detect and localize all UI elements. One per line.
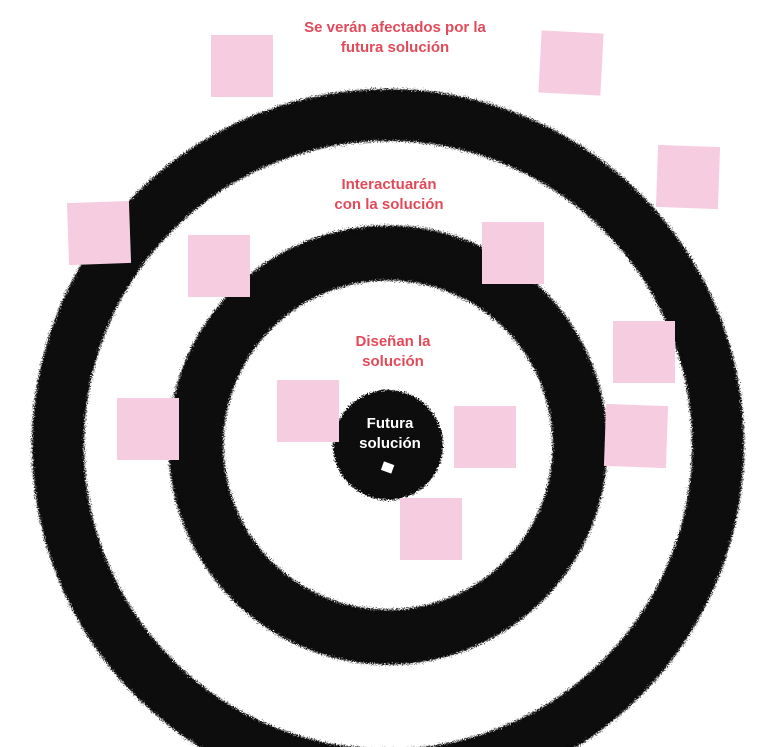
sticky-note[interactable] xyxy=(67,201,131,265)
label-inner-ring: Diseñan la solución xyxy=(313,332,473,373)
sticky-note[interactable] xyxy=(538,30,603,95)
label-middle-ring: Interactuarán con la solución xyxy=(289,175,489,216)
sticky-note[interactable] xyxy=(400,498,462,560)
sticky-note[interactable] xyxy=(117,398,179,460)
sticky-note[interactable] xyxy=(454,406,516,468)
sticky-note[interactable] xyxy=(656,145,720,209)
sticky-note[interactable] xyxy=(613,321,675,383)
label-outer-ring: Se verán afectados por la futura solució… xyxy=(265,18,525,59)
label-center-core: Futura solución xyxy=(330,414,450,455)
sticky-note[interactable] xyxy=(211,35,273,97)
sticky-note[interactable] xyxy=(604,404,668,468)
stakeholder-map-canvas: Se verán afectados por la futura solució… xyxy=(0,0,782,747)
sticky-note[interactable] xyxy=(188,235,250,297)
sticky-note[interactable] xyxy=(482,222,544,284)
